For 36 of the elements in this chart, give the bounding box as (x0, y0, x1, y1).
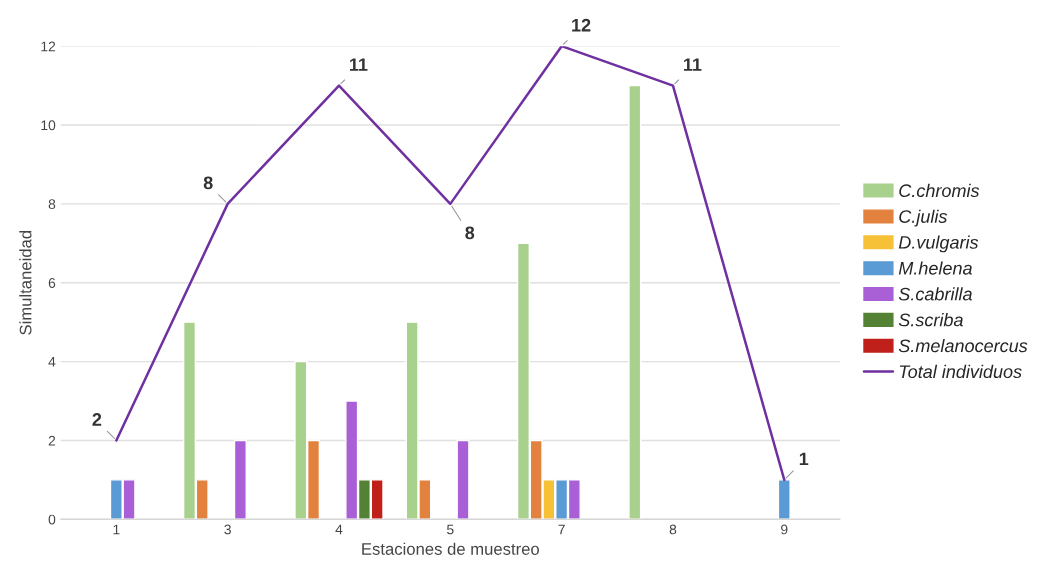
data-label: 12 (572, 18, 591, 32)
data-label: 8 (203, 176, 213, 190)
legend-label: C.chromis (899, 183, 980, 198)
x-tick-label: 3 (224, 524, 231, 535)
data-label: 2 (92, 413, 102, 426)
y-tick-label: 2 (48, 435, 56, 446)
legend-label: D.vulgaris (898, 235, 979, 253)
x-tick-label: 4 (335, 524, 343, 535)
x-tick-label: 8 (669, 524, 677, 535)
bar (456, 439, 470, 520)
x-tick-label: 5 (447, 524, 454, 535)
y-tick-label: 6 (48, 278, 56, 288)
legend-label: Total individuos (899, 364, 1022, 379)
legend-label: M.helena (898, 261, 972, 275)
y-axis-title: Simultaneidad (19, 230, 32, 335)
x-tick-label: 1 (113, 524, 120, 535)
y-tick-label: 0 (48, 514, 56, 525)
y-tick-label: 10 (41, 120, 56, 131)
bar (777, 479, 791, 520)
legend-label: S.melanocercus (898, 338, 1028, 353)
x-axis-title: Estaciones de muestreo (362, 542, 540, 555)
x-tick-label: 7 (558, 524, 565, 535)
x-tick-label: 9 (781, 524, 788, 535)
y-tick-label: 8 (48, 199, 56, 210)
line-series (115, 46, 786, 482)
bar (233, 439, 247, 520)
data-label: 8 (465, 226, 475, 240)
legend-label: S.scriba (898, 313, 963, 327)
data-label: 11 (683, 58, 702, 71)
data-label: 11 (350, 58, 368, 71)
legend-label: C.julis (899, 209, 948, 227)
bar (628, 84, 642, 520)
y-tick-label: 4 (48, 357, 56, 367)
data-label: 1 (799, 452, 809, 466)
legend-label: S.cabrilla (898, 287, 972, 301)
y-tick-label: 12 (41, 41, 56, 52)
